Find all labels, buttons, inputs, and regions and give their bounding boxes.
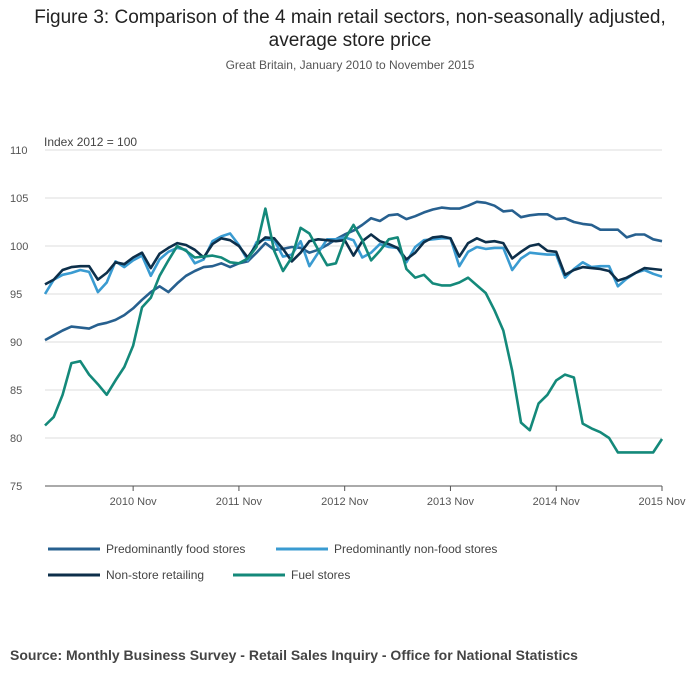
x-tick-label: 2013 Nov <box>427 496 475 508</box>
chart-title: Figure 3: Comparison of the 4 main retai… <box>34 7 666 51</box>
y-tick-label: 105 <box>10 193 28 205</box>
y-tick-label: 110 <box>10 145 28 157</box>
source-note: Source: Monthly Business Survey - Retail… <box>10 647 578 663</box>
legend-label: Predominantly non-food stores <box>334 542 497 556</box>
x-tick-label: 2014 Nov <box>533 496 581 508</box>
x-tick-label: 2010 Nov <box>110 496 158 508</box>
chart-subtitle: Great Britain, January 2010 to November … <box>225 58 475 72</box>
x-tick-label: 2015 Nov <box>638 496 686 508</box>
legend-label: Fuel stores <box>291 568 350 582</box>
y-tick-label: 85 <box>10 385 22 397</box>
y-tick-label: 75 <box>10 481 22 493</box>
series-line-3 <box>44 233 663 286</box>
y-tick-label: 90 <box>10 337 22 349</box>
legend-label: Predominantly food stores <box>106 542 245 556</box>
y-axis-label: Index 2012 = 100 <box>44 135 137 149</box>
series-line-1 <box>44 200 663 342</box>
y-tick-label: 95 <box>10 289 22 301</box>
y-tick-label: 80 <box>10 433 22 445</box>
series-line-4 <box>44 207 664 454</box>
x-tick-label: 2012 Nov <box>321 496 369 508</box>
legend-label: Non-store retailing <box>106 568 204 582</box>
y-tick-label: 100 <box>10 241 28 253</box>
series-line-2 <box>43 232 663 295</box>
x-tick-label: 2011 Nov <box>216 496 263 508</box>
